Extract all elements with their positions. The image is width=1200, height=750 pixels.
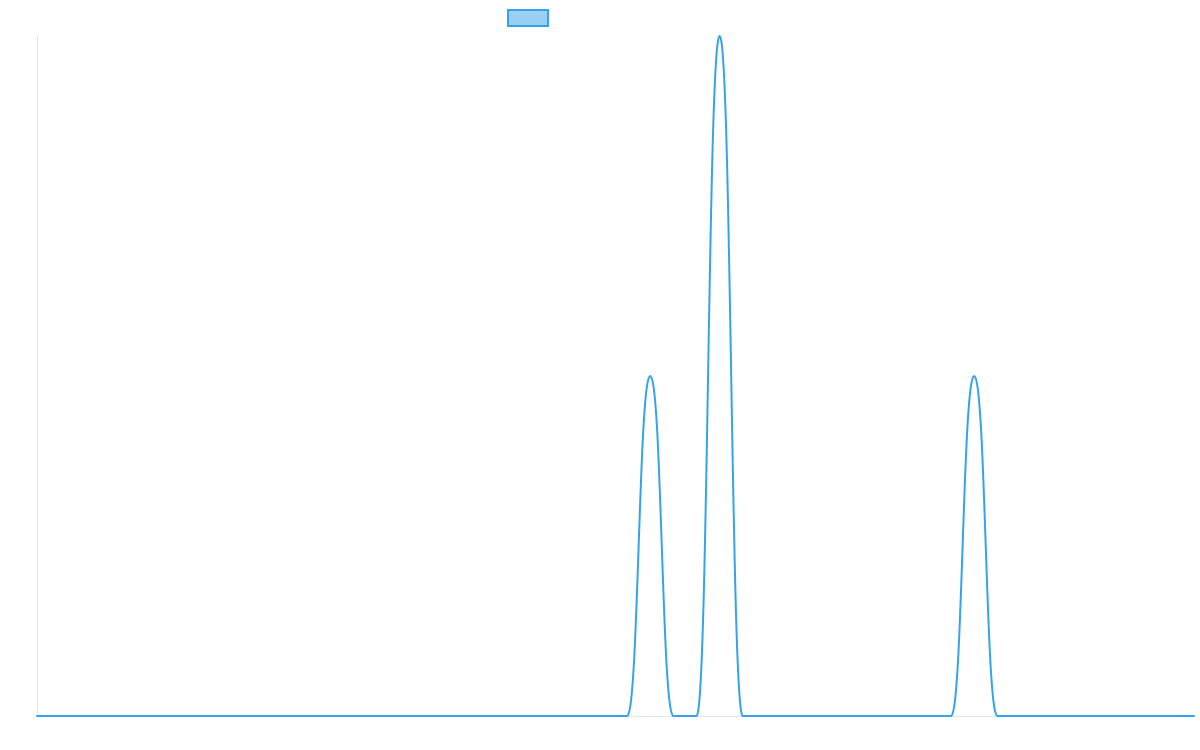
legend[interactable]	[507, 9, 549, 27]
series-0-line	[36, 35, 1195, 717]
legend-swatch-0[interactable]	[507, 9, 549, 27]
axes	[37, 36, 1194, 717]
series-layer	[36, 35, 1195, 717]
